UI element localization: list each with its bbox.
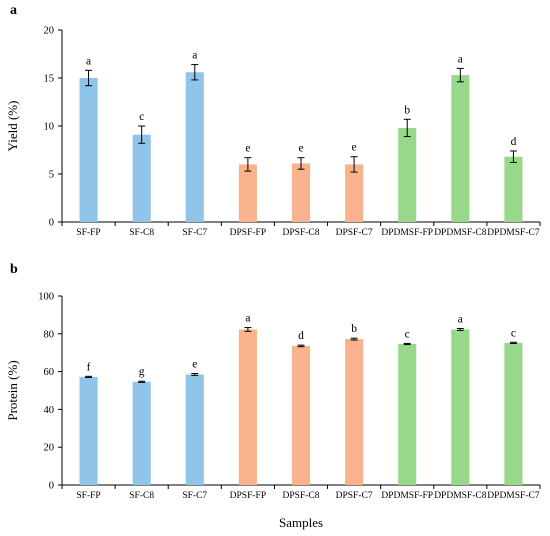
category-label: DPSF-C8 — [283, 228, 320, 238]
category-label: DPSF-FP — [230, 228, 266, 238]
y-axis-label: Protein (%) — [5, 360, 20, 420]
bar — [238, 329, 257, 485]
significance-letter: e — [192, 358, 197, 370]
bar — [185, 72, 204, 223]
category-label: DPDMSF-C7 — [487, 228, 540, 238]
significance-letter: a — [86, 55, 91, 67]
category-label: DPDMSF-C8 — [434, 228, 487, 238]
category-label: DPSF-C8 — [283, 491, 320, 501]
bar — [132, 134, 151, 222]
y-tick-label: 10 — [44, 122, 55, 133]
bar — [398, 344, 417, 485]
y-tick-label: 80 — [44, 329, 55, 340]
significance-letter: f — [87, 361, 91, 373]
bar — [504, 342, 523, 485]
category-label: DPDMSF-C8 — [434, 491, 487, 501]
y-tick-label: 100 — [38, 292, 54, 303]
bar — [132, 381, 151, 485]
bar — [291, 163, 311, 222]
category-label: DPSF-FP — [230, 491, 266, 501]
significance-letter: e — [352, 142, 357, 154]
significance-letter: e — [245, 143, 250, 155]
y-tick-label: 20 — [44, 443, 55, 454]
bar — [398, 127, 417, 222]
bar — [345, 164, 364, 222]
y-tick-label: 60 — [44, 367, 55, 378]
category-label: SF-C8 — [129, 228, 154, 238]
panel-letter: b — [10, 262, 18, 277]
y-tick-label: 0 — [49, 481, 54, 492]
y-tick-label: 20 — [44, 26, 55, 37]
category-label: SF-C7 — [182, 491, 207, 501]
category-label: SF-C7 — [182, 228, 207, 238]
bar — [238, 164, 257, 222]
category-label: DPDMSF-FP — [381, 491, 433, 501]
bar — [185, 374, 204, 485]
bar — [79, 376, 98, 485]
significance-letter: a — [458, 53, 463, 65]
significance-letter: d — [511, 136, 517, 148]
category-label: DPSF-C7 — [336, 228, 373, 238]
bar — [451, 75, 470, 223]
y-tick-label: 0 — [49, 218, 54, 229]
significance-letter: a — [458, 314, 463, 326]
bar — [291, 345, 311, 485]
category-label: SF-C8 — [129, 491, 154, 501]
y-tick-label: 15 — [44, 74, 55, 85]
significance-letter: g — [139, 366, 145, 378]
x-axis-label: Samples — [279, 515, 323, 530]
bar — [345, 339, 364, 485]
category-label: SF-FP — [76, 491, 100, 501]
yield-chart-panel: a 0 5 10 15 20 Yield (%) a SF-FP c SF-C8 a SF-C7 e DPS… — [5, 3, 541, 238]
significance-letter: a — [192, 50, 197, 62]
category-label: DPDMSF-C7 — [487, 491, 540, 501]
significance-letter: c — [405, 328, 410, 340]
protein-chart-panel: b 0 20 40 60 80 100 Protein (%) f SF-FP g SF-C8 e SF-… — [5, 262, 541, 530]
y-tick-label: 40 — [44, 405, 55, 416]
category-label: DPSF-C7 — [336, 491, 373, 501]
bar — [504, 156, 523, 222]
significance-letter: b — [351, 323, 357, 335]
category-label: DPDMSF-FP — [381, 228, 433, 238]
bar — [451, 329, 470, 485]
panel-letter: a — [10, 3, 17, 18]
category-label: SF-FP — [76, 228, 100, 238]
y-axis-label: Yield (%) — [5, 101, 20, 152]
bar — [79, 78, 98, 222]
significance-letter: c — [139, 111, 144, 123]
significance-letter: b — [404, 104, 410, 116]
significance-letter: c — [511, 327, 516, 339]
significance-letter: a — [245, 313, 250, 325]
significance-letter: e — [298, 143, 303, 155]
y-tick-label: 5 — [49, 170, 54, 181]
significance-letter: d — [298, 330, 304, 342]
